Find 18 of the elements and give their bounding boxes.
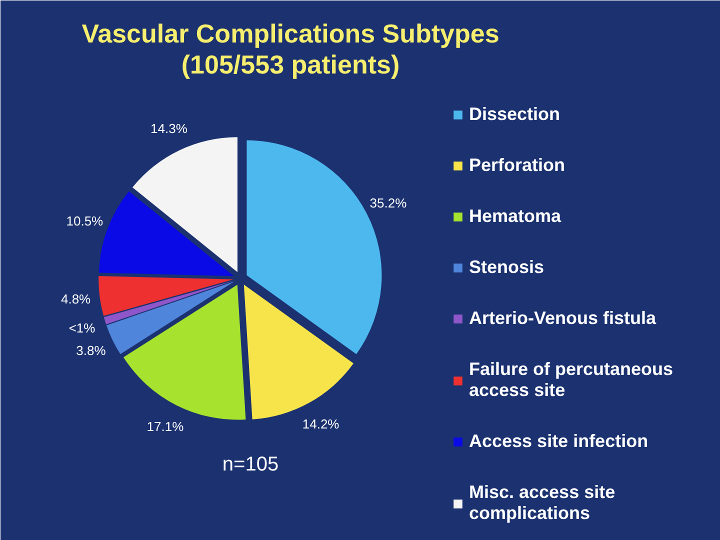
data-label: 10.5% <box>66 214 104 229</box>
text: n=105 <box>222 454 279 476</box>
data-label: 35.2% <box>370 195 408 210</box>
legend-label: Failure of percutaneous access site <box>469 359 674 401</box>
data-label: 3.8% <box>76 343 106 358</box>
legend-label: Access site infection <box>469 431 648 452</box>
data-label: <1% <box>68 320 96 336</box>
legend-label: Misc. access site complications <box>469 482 616 524</box>
legend-label: Hematoma <box>469 206 562 227</box>
legend-label: Dissection <box>469 104 560 125</box>
data-label: 14.3% <box>150 121 188 136</box>
legend-label: Stenosis <box>469 257 544 278</box>
data-label: 4.8% <box>60 292 92 307</box>
chart-title: Vascular Complications Subtypes (105/553 patients) <box>82 18 500 80</box>
data-label: 17.1% <box>146 418 184 434</box>
data-label: 14.2% <box>302 416 340 432</box>
legend-label: Arterio-Venous fistula <box>469 308 656 329</box>
legend-label: Perforation <box>469 155 566 176</box>
